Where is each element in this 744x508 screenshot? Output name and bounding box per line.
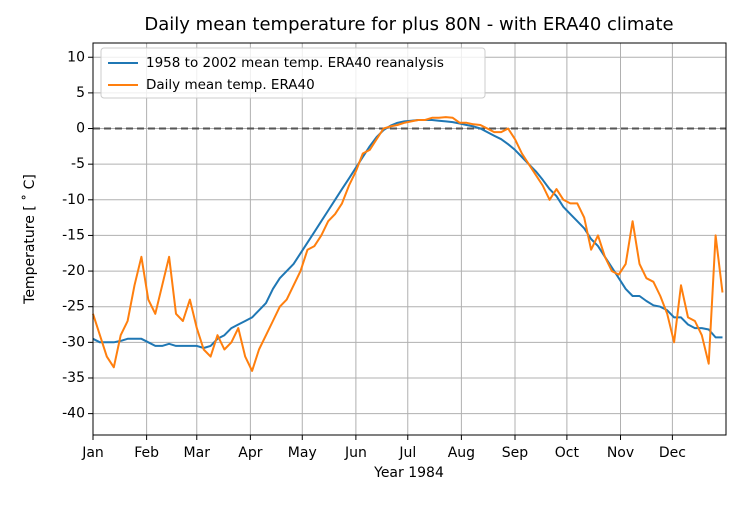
x-tick-label: Feb [134,445,159,461]
axes-frame [92,42,727,436]
x-tick-label: Jun [344,445,367,461]
x-axis-label: Year 1984 [373,465,444,481]
y-tick-label: -5 [71,156,85,172]
chart-title: Daily mean temperature for plus 80N - wi… [144,14,673,35]
y-tick-label: 10 [67,49,85,65]
y-tick-label: -15 [62,227,85,243]
data-line [92,119,723,349]
y-tick-label: 0 [76,121,85,137]
x-tick-label: Sep [502,445,529,461]
legend-label: Daily mean temp. ERA40 [146,77,315,93]
y-tick-label: -30 [62,334,85,350]
x-tick-label: Aug [448,445,475,461]
x-tick-label: Nov [607,445,634,461]
y-tick-label: -40 [62,406,85,422]
x-tick-label: Jul [398,445,416,461]
x-tick-label: Apr [238,445,262,461]
x-tick-label: May [288,445,317,461]
legend-box [100,47,486,99]
y-tick-label: -10 [62,192,85,208]
y-tick-label: -25 [62,299,85,315]
x-tick-label: Dec [659,445,686,461]
y-axis-label: Temperature [ ˚ C] [21,174,38,305]
y-tick-label: -20 [62,263,85,279]
data-line [92,116,724,372]
x-tick-label: Mar [184,445,211,461]
y-tick-label: 5 [76,85,85,101]
y-tick-label: -35 [62,370,85,386]
x-tick-label: Oct [555,445,580,461]
x-tick-label: Jan [81,445,104,461]
legend-label: 1958 to 2002 mean temp. ERA40 reanalysis [146,55,444,71]
